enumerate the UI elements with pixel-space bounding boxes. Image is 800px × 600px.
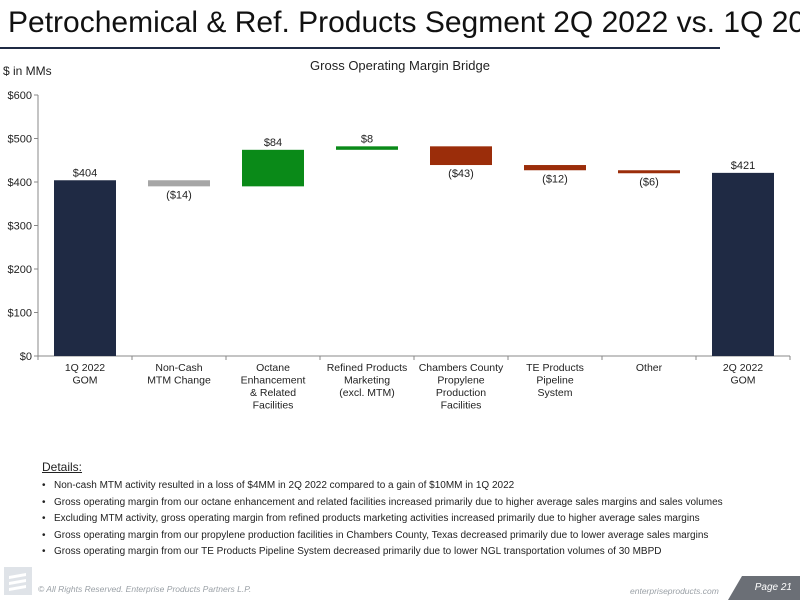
details-section: Details: Non-cash MTM activity resulted …	[42, 460, 782, 561]
bar	[430, 146, 492, 166]
bar	[336, 146, 398, 150]
title-divider	[0, 47, 720, 49]
category-label: Production	[436, 387, 486, 399]
category-label: Pipeline	[536, 375, 574, 387]
bar-value-label: $421	[731, 160, 755, 172]
y-tick-label: $600	[8, 90, 32, 102]
details-heading: Details:	[42, 460, 83, 474]
category-label: Facilities	[441, 400, 482, 412]
category-label: TE Products	[526, 362, 584, 374]
page-number: Page 21	[754, 582, 792, 593]
category-label: Marketing	[344, 375, 390, 387]
category-label: 2Q 2022	[723, 362, 763, 374]
category-label: Non-Cash	[155, 362, 202, 374]
category-label: GOM	[730, 375, 755, 387]
details-item: Gross operating margin from our octane e…	[42, 495, 782, 512]
category-label: GOM	[72, 375, 97, 387]
unit-label: $ in MMs	[3, 64, 52, 78]
details-item: Gross operating margin from our propylen…	[42, 528, 782, 545]
category-label: Enhancement	[241, 375, 306, 387]
details-list: Non-cash MTM activity resulted in a loss…	[42, 478, 782, 561]
page-title: Petrochemical & Ref. Products Segment 2Q…	[8, 6, 800, 39]
waterfall-chart: Gross Operating Margin Bridge $0 $100 $200…	[8, 58, 791, 412]
category-label: Chambers County	[419, 362, 504, 374]
category-label: System	[537, 387, 572, 399]
category-label: Refined Products	[327, 362, 408, 374]
y-tick-label: $500	[8, 134, 32, 146]
details-item: Gross operating margin from our TE Produ…	[42, 544, 782, 561]
y-tick-label: $300	[8, 221, 32, 233]
details-item: Excluding MTM activity, gross operating …	[42, 511, 782, 528]
bar	[54, 180, 116, 356]
category-label: MTM Change	[147, 375, 211, 387]
bar-value-label: ($12)	[542, 173, 568, 185]
bar	[242, 149, 304, 187]
bar-value-label: ($14)	[166, 189, 192, 201]
bar	[712, 172, 774, 356]
chart-title: Gross Operating Margin Bridge	[310, 58, 490, 73]
category-label: Octane	[256, 362, 290, 374]
footer-copyright: © All Rights Reserved. Enterprise Produc…	[38, 584, 252, 594]
y-tick-label: $0	[20, 351, 32, 363]
bar-value-label: $84	[264, 137, 282, 149]
bar	[148, 180, 210, 187]
category-label: Propylene	[437, 375, 484, 387]
category-label: (excl. MTM)	[339, 387, 394, 399]
bar-value-label: $8	[361, 133, 373, 145]
page-number-tab: Page 21	[728, 576, 800, 600]
details-item: Non-cash MTM activity resulted in a loss…	[42, 478, 782, 495]
category-label: 1Q 2022	[65, 362, 105, 374]
enterprise-logo-icon	[4, 567, 32, 595]
y-tick-label: $200	[8, 264, 32, 276]
category-label: Facilities	[253, 400, 294, 412]
bar-value-label: ($6)	[639, 176, 659, 188]
bar-value-label: ($43)	[448, 168, 474, 180]
bar-value-label: $404	[73, 167, 97, 179]
y-tick-label: $400	[8, 177, 32, 189]
y-tick-label: $100	[8, 308, 32, 320]
category-label: & Related	[250, 387, 296, 399]
category-label: Other	[636, 362, 663, 374]
bar	[618, 170, 680, 174]
bar	[524, 165, 586, 171]
footer-website-link[interactable]: enterpriseproducts.com	[630, 586, 719, 596]
